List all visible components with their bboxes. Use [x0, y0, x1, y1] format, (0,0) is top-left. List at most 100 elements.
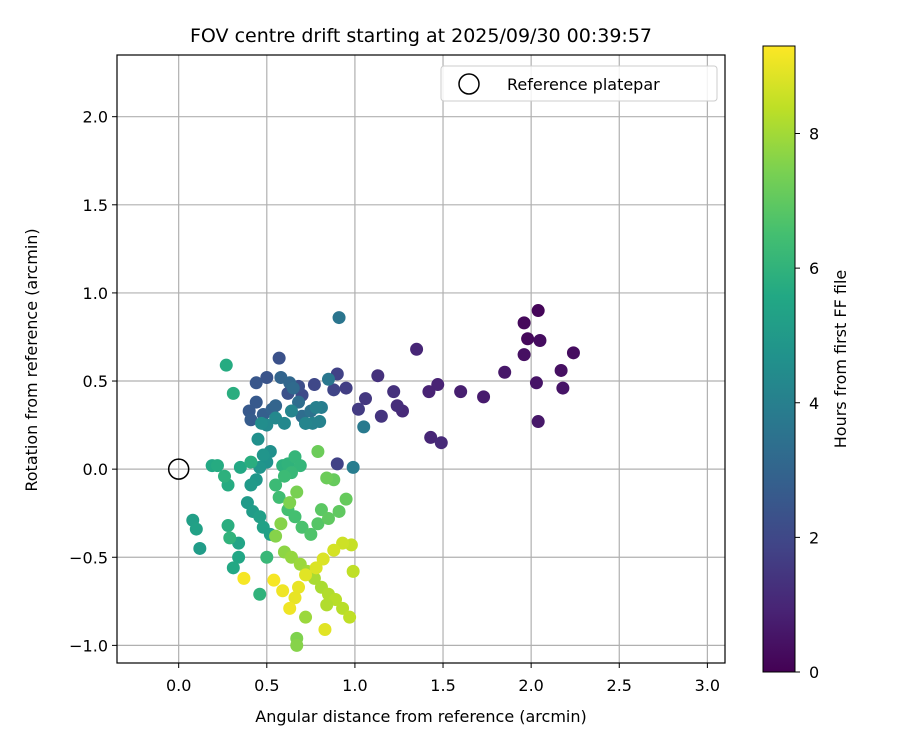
data-point-3 — [533, 333, 547, 347]
data-point-123 — [299, 568, 313, 582]
data-point-13 — [431, 378, 445, 392]
data-point-125 — [288, 591, 302, 605]
data-point-72 — [253, 510, 267, 524]
data-point-5 — [566, 346, 580, 360]
data-point-90 — [272, 490, 286, 504]
data-point-12 — [454, 385, 468, 399]
data-point-132 — [299, 610, 313, 624]
x-axis-label: Angular distance from reference (arcmin) — [255, 707, 586, 726]
data-point-23 — [358, 392, 372, 406]
data-point-51 — [357, 420, 371, 434]
data-point-128 — [267, 573, 281, 587]
data-point-57 — [299, 416, 313, 430]
colorbar-label: Hours from first FF file — [831, 270, 850, 449]
x-tick-label-0: 0.0 — [166, 676, 191, 695]
colorbar: 0 2 4 6 8 Hours from first FF file — [762, 45, 850, 682]
data-point-7 — [529, 376, 543, 390]
data-point-133 — [318, 623, 332, 637]
colorbar-tick-label-3: 6 — [809, 259, 819, 278]
data-point-124 — [292, 580, 306, 594]
chart-title: FOV centre drift starting at 2025/09/30 … — [190, 25, 652, 47]
data-point-66 — [256, 448, 270, 462]
data-point-36 — [249, 395, 263, 409]
x-tick-label-5: 2.5 — [607, 676, 632, 695]
data-point-81 — [226, 386, 240, 400]
grid-lines — [117, 55, 725, 663]
data-point-119 — [336, 536, 350, 550]
data-point-122 — [309, 561, 323, 575]
colorbar-gradient — [762, 45, 796, 673]
data-point-139 — [210, 459, 224, 473]
axes: 0.0 0.5 1.0 1.5 2.0 2.5 3.0 −1.0 −0.5 0.0 0.5 1.0 1.… — [69, 54, 726, 695]
y-axis-label: Rotation from reference (arcmin) — [22, 228, 41, 491]
y-tick-label-1: −0.5 — [69, 548, 108, 567]
data-point-78 — [233, 460, 247, 474]
legend-marker-icon — [458, 73, 480, 95]
data-point-35 — [249, 376, 263, 390]
legend-label: Reference platepar — [507, 75, 660, 94]
y-tick-label-4: 1.0 — [83, 284, 108, 303]
x-tick-label-2: 1.0 — [342, 676, 367, 695]
data-point-121 — [316, 552, 330, 566]
data-point-126 — [283, 601, 297, 615]
data-point-141 — [221, 519, 235, 533]
data-point-11 — [477, 390, 491, 404]
data-point-103 — [290, 485, 304, 499]
data-point-54 — [309, 400, 323, 414]
y-tick-label-0: −1.0 — [69, 636, 108, 655]
data-point-137 — [189, 522, 203, 536]
data-point-69 — [244, 478, 258, 492]
data-point-63 — [251, 432, 265, 446]
data-point-52 — [346, 460, 360, 474]
data-point-22 — [374, 409, 388, 423]
y-tick-label-3: 0.5 — [83, 372, 108, 391]
data-point-101 — [320, 471, 334, 485]
data-point-9 — [531, 415, 545, 429]
data-point-25 — [339, 381, 353, 395]
x-tick-label-6: 3.0 — [695, 676, 720, 695]
data-point-44 — [286, 381, 300, 395]
data-point-99 — [339, 492, 353, 506]
data-point-62 — [255, 416, 269, 430]
x-tick-label-4: 2.0 — [518, 676, 543, 695]
data-point-0 — [531, 304, 545, 318]
data-point-41 — [269, 399, 283, 413]
data-point-120 — [327, 543, 341, 557]
data-point-129 — [237, 571, 251, 585]
colorbar-tick-label-0: 0 — [809, 663, 819, 682]
data-point-34 — [260, 371, 274, 385]
y-tick-label-5: 1.5 — [83, 196, 108, 215]
data-points — [167, 304, 580, 652]
data-point-17 — [434, 436, 448, 450]
data-point-134 — [320, 598, 334, 612]
data-point-27 — [330, 457, 344, 471]
data-point-33 — [272, 351, 286, 365]
data-point-10 — [498, 365, 512, 379]
data-point-94 — [304, 527, 318, 541]
data-point-127 — [276, 584, 290, 598]
data-point-140 — [218, 469, 232, 483]
data-point-97 — [321, 511, 335, 525]
colorbar-ticks: 0 2 4 6 8 — [795, 125, 819, 682]
data-point-21 — [371, 369, 385, 383]
data-point-38 — [244, 413, 258, 427]
data-point-24 — [351, 402, 365, 416]
data-point-115 — [336, 601, 350, 615]
data-point-4 — [517, 348, 531, 362]
data-point-93 — [295, 520, 309, 534]
data-point-142 — [223, 531, 237, 545]
data-point-15 — [410, 342, 424, 356]
data-point-102 — [311, 445, 325, 459]
data-point-98 — [332, 504, 346, 518]
data-point-8 — [556, 381, 570, 395]
legend: Reference platepar — [440, 65, 718, 102]
data-point-28 — [327, 383, 341, 397]
data-point-95 — [311, 517, 325, 531]
colorbar-tick-label-2: 4 — [809, 394, 819, 413]
data-point-1 — [517, 316, 531, 330]
data-point-131 — [290, 638, 304, 652]
data-point-2 — [521, 332, 535, 346]
data-point-49 — [332, 311, 346, 325]
data-point-60 — [269, 411, 283, 425]
data-point-143 — [253, 587, 267, 601]
